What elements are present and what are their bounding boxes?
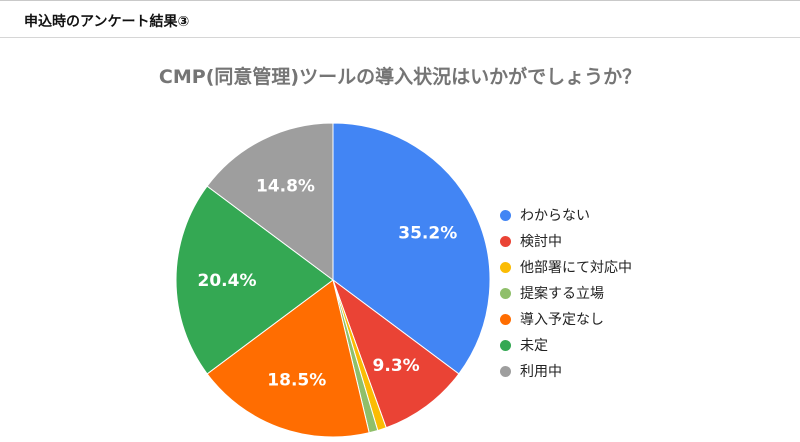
header-bar: 申込時のアンケート結果③: [0, 0, 800, 38]
legend-swatch: [500, 261, 511, 273]
pie-slices: [175, 122, 491, 438]
slice-value-label: 20.4%: [198, 271, 257, 291]
legend-item: 利用中: [500, 358, 790, 384]
legend-swatch: [500, 365, 511, 377]
legend-swatch: [500, 287, 511, 299]
pie-slice-4: [206, 279, 370, 438]
chart-legend: わからない検討中他部署にて対応中 提案する立場 導入予定なし 未定利用中: [500, 202, 790, 384]
legend-label: 提案する立場: [520, 286, 604, 302]
legend-label: 未定: [520, 338, 548, 354]
legend-label: 導入予定なし: [520, 312, 604, 328]
legend-item: 他部署にて対応中: [500, 254, 790, 280]
slice-value-label: 9.3%: [373, 356, 420, 376]
pie-slice-5: [175, 185, 334, 375]
page-title: 申込時のアンケート結果③: [24, 14, 190, 30]
legend-swatch: [500, 339, 511, 351]
chart-title: CMP(同意管理)ツールの導入状況はいかがでしょうか？: [158, 66, 642, 88]
legend-label: 他部署にて対応中: [520, 260, 632, 276]
legend-label: 検討中: [520, 234, 562, 250]
pie-slice-1: [331, 278, 460, 429]
pie-slice-6: [206, 122, 334, 281]
legend-item: 未定: [500, 332, 790, 358]
legend-item: 提案する立場: [500, 280, 790, 306]
pie-labels: 35.2% 9.3% 18.5% 20.4% 14.8%: [198, 176, 458, 390]
legend-swatch: [500, 209, 511, 221]
legend-label: わからない: [520, 208, 590, 224]
legend-item: わからない: [500, 202, 790, 228]
legend-item: 導入予定なし: [500, 306, 790, 332]
slice-value-label: 14.8%: [256, 176, 315, 196]
legend-swatch: [500, 313, 511, 325]
legend-swatch: [500, 235, 511, 247]
legend-item: 検討中: [500, 228, 790, 254]
slice-value-label: 18.5%: [267, 371, 326, 391]
pie-slice-0: [332, 122, 491, 375]
slice-value-label: 35.2%: [398, 223, 457, 243]
legend-label: 利用中: [520, 364, 562, 380]
